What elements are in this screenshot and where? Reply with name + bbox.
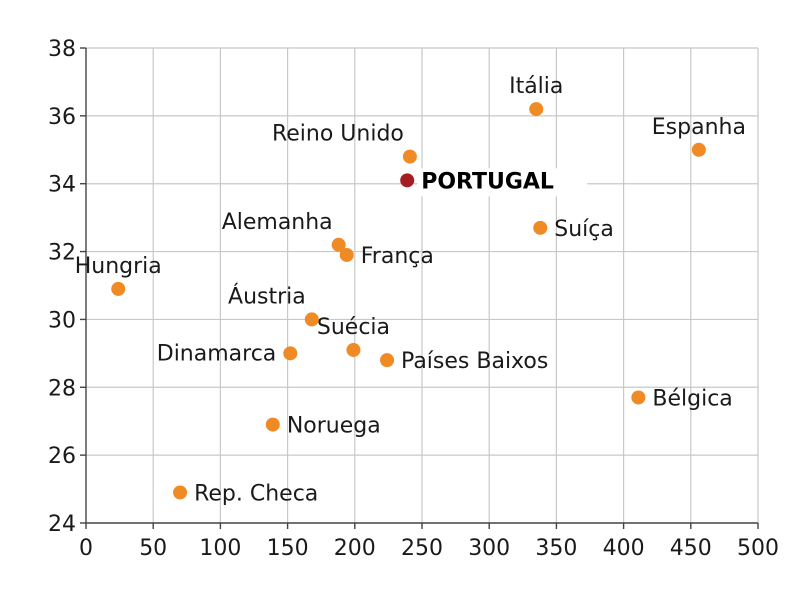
label-espanha: Espanha [652,115,746,140]
y-tick-label: 28 [48,376,76,401]
label-franca: França [361,244,434,269]
y-tick-label: 30 [48,308,76,333]
label-austria: Áustria [228,283,306,309]
x-tick-label: 100 [199,536,241,561]
point-suecia [346,342,361,357]
x-tick-label: 450 [670,536,712,561]
point-portugal [400,173,415,188]
point-austria [304,312,319,327]
x-tick-label: 150 [267,536,309,561]
point-franca [339,247,354,262]
point-rep-checa [173,485,188,500]
y-tick-label: 34 [48,173,76,198]
point-noruega [265,417,280,432]
point-espanha [691,142,706,157]
x-tick-label: 200 [334,536,376,561]
axes [80,47,759,529]
grid-lines [86,47,759,523]
point-belgica [631,390,646,405]
tick-labels: 24 26 28 30 32 34 36 38 0 50 100 150 200 250 300 350 400… [48,37,779,561]
label-italia: Itália [509,74,563,99]
label-suecia: Suécia [317,315,390,340]
point-hungria [111,281,126,296]
point-suica [533,220,548,235]
label-reino-unido: Reino Unido [272,122,404,147]
label-dinamarca: Dinamarca [157,341,277,366]
label-rep-checa: Rep. Checa [194,481,318,506]
label-belgica: Bélgica [652,386,732,411]
highlight-label-background [417,168,588,197]
x-tick-label: 0 [79,536,93,561]
x-tick-label: 50 [139,536,167,561]
label-portugal: PORTUGAL [421,169,554,194]
y-tick-label: 26 [48,444,76,469]
point-reino-unido [402,149,417,164]
label-suica: Suíça [554,217,614,242]
y-tick-label: 36 [48,105,76,130]
y-tick-label: 38 [48,37,76,62]
data-points [111,102,706,500]
x-tick-label: 300 [468,536,510,561]
x-tick-label: 400 [603,536,645,561]
point-dinamarca [283,346,298,361]
point-alemanha [331,237,346,252]
label-hungria: Hungria [75,254,162,279]
label-alemanha: Alemanha [222,210,333,235]
y-tick-label: 32 [48,241,76,266]
y-tick-label: 24 [48,512,76,537]
label-paises-baixos: Países Baixos [401,349,548,374]
label-noruega: Noruega [287,414,381,439]
point-italia [529,102,544,117]
x-tick-label: 350 [535,536,577,561]
x-tick-label: 500 [737,536,779,561]
point-paises-baixos [380,353,395,368]
x-tick-label: 250 [401,536,443,561]
